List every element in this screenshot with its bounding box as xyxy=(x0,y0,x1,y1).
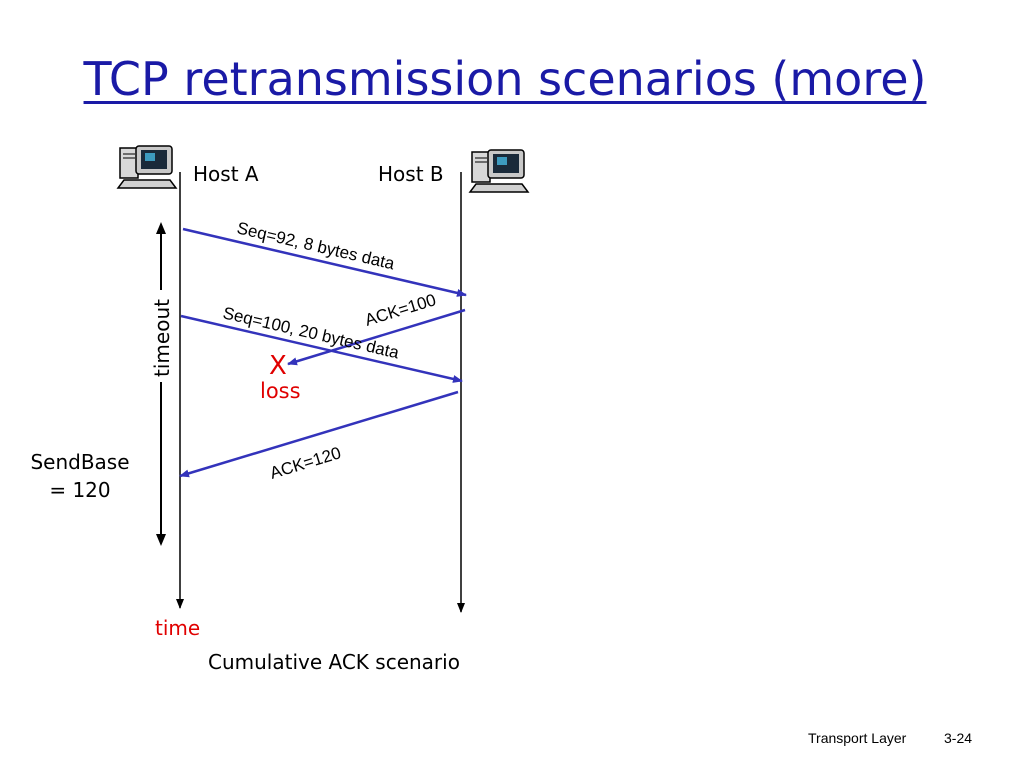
message-seq92-arrow xyxy=(182,227,467,297)
footer-chapter-label: Transport Layer xyxy=(808,730,907,746)
message-seq100-arrow xyxy=(180,314,463,383)
host-a-label: Host A xyxy=(193,162,259,186)
footer-slide-number: 3-24 xyxy=(944,730,973,746)
message-ack120-label: ACK=120 xyxy=(268,443,344,483)
host-a-computer-icon xyxy=(116,145,178,189)
host-b-computer-icon xyxy=(468,149,530,193)
message-ack100-arrow xyxy=(287,308,466,366)
timeout-arrowhead-up xyxy=(156,222,166,234)
host-b-label: Host B xyxy=(378,162,444,186)
sendbase-label-line2: = 120 xyxy=(49,478,110,502)
loss-mark: X xyxy=(269,351,287,381)
timeout-arrowhead-down xyxy=(156,534,166,546)
sendbase-label-line1: SendBase xyxy=(30,450,129,474)
message-ack120-arrow xyxy=(179,390,459,478)
diagram-caption: Cumulative ACK scenario xyxy=(208,650,460,674)
loss-label: loss xyxy=(260,379,301,403)
time-axis-label: time xyxy=(155,616,200,640)
message-ack100-label: ACK=100 xyxy=(363,290,439,330)
slide-title: TCP retransmission scenarios (more) xyxy=(83,52,927,106)
timeout-label: timeout xyxy=(150,299,174,377)
